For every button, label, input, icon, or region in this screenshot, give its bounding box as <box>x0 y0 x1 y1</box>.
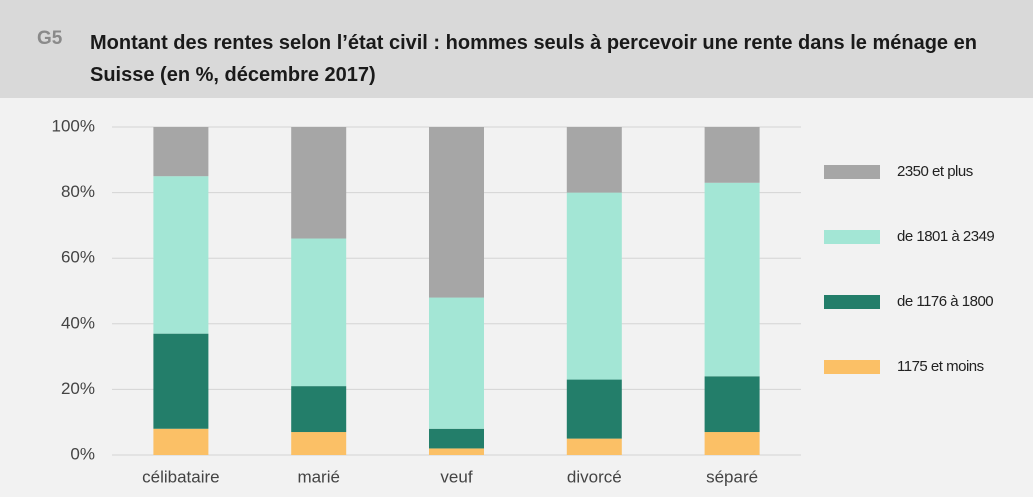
bar-segment <box>429 428 484 449</box>
bar-segment <box>429 127 484 298</box>
bar-segment <box>153 333 209 429</box>
chart: 0% 20% 40% 60% 80% 100% célibataire marié veuf di… <box>0 98 1033 497</box>
y-tick-label: 100% <box>52 116 95 135</box>
legend-swatch <box>824 165 880 179</box>
bar-segment <box>291 127 347 239</box>
bar-segment <box>566 438 622 455</box>
bar-segment <box>566 192 622 380</box>
y-tick-label: 80% <box>61 182 95 201</box>
y-tick-label: 20% <box>61 379 95 398</box>
legend-label: 2350 et plus <box>897 163 973 180</box>
bar-segment <box>566 127 622 193</box>
legend-label: de 1176 à 1800 <box>897 293 993 310</box>
x-tick-label: divorcé <box>567 467 622 486</box>
y-tick-label: 60% <box>61 248 95 267</box>
chart-title: Montant des rentes selon l’état civil : … <box>90 32 977 86</box>
bar-segment <box>704 182 760 377</box>
legend-label: 1175 et moins <box>897 358 984 375</box>
bar-segment <box>291 238 347 387</box>
x-tick-label: séparé <box>706 467 758 486</box>
bar-segment <box>704 127 760 183</box>
legend-swatch <box>824 360 880 374</box>
bar-segment <box>429 448 484 455</box>
chart-label: G5 <box>37 28 63 49</box>
bar-segment <box>153 428 209 455</box>
bar-segment <box>291 432 347 455</box>
y-tick-label: 40% <box>61 313 95 332</box>
bar-segment <box>704 432 760 455</box>
bar-segment <box>153 176 209 334</box>
x-tick-label: marié <box>297 467 340 486</box>
y-tick-label: 0% <box>70 444 95 463</box>
bar-segment <box>153 127 209 177</box>
legend-swatch <box>824 295 880 309</box>
bar-segment <box>429 297 484 429</box>
bar-segment <box>704 376 760 433</box>
bar-segment <box>291 386 347 433</box>
header: G5 Montant des rentes selon l’état civil… <box>0 0 1033 98</box>
bar-segment <box>566 379 622 439</box>
x-tick-label: célibataire <box>142 467 220 486</box>
legend-swatch <box>824 230 880 244</box>
legend-label: de 1801 à 2349 <box>897 228 994 245</box>
x-tick-label: veuf <box>440 467 472 486</box>
